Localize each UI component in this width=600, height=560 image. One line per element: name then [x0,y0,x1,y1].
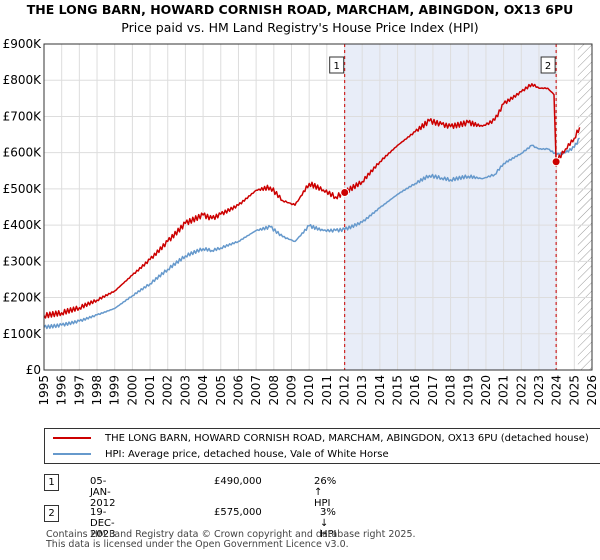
sale-price: £575,000 [214,507,262,518]
sale-hpi-diff: 26% ↑ HPI [314,476,337,509]
y-tick-label: £500K [3,182,43,196]
y-tick-label: £800K [3,73,43,87]
x-tick-label: 1999 [108,375,122,406]
x-tick-label: 2021 [497,375,511,406]
x-tick-label: 2023 [532,375,546,406]
x-tick-label: 1996 [55,375,69,406]
hpi-line [43,137,580,330]
sale-marker-label: 1 [334,61,340,72]
x-tick-label: 2009 [284,375,298,406]
legend-label-property: THE LONG BARN, HOWARD CORNISH ROAD, MARC… [105,432,589,444]
x-tick-label: 2008 [267,375,281,406]
sale-marker: 2 [44,505,59,522]
sale-point [551,157,561,167]
y-tick-label: £100K [3,327,43,341]
x-tick-label: 2026 [585,375,599,406]
legend-label-hpi: HPI: Average price, detached house, Vale… [105,448,389,460]
x-tick-label: 1997 [72,375,86,406]
x-tick-label: 2006 [231,375,245,406]
y-tick-label: £300K [3,254,43,268]
footer: Contains HM Land Registry data © Crown c… [46,530,416,550]
legend-entry-hpi: HPI: Average price, detached house, Vale… [53,446,389,462]
sale-marker-badge [540,56,556,74]
legend-entry-property: THE LONG BARN, HOWARD CORNISH ROAD, MARC… [53,430,589,446]
legend-swatch-hpi [53,453,91,455]
x-tick-label: 2007 [249,375,263,406]
x-tick-label: 2000 [125,375,139,406]
x-tick-label: 2018 [444,375,458,406]
sale-marker: 1 [44,474,59,491]
x-tick-label: 2025 [567,375,581,406]
x-tick-label: 2022 [514,375,528,406]
legend-swatch-property [53,437,91,439]
y-tick-label: £600K [3,146,43,160]
x-tick-label: 2015 [391,375,405,406]
sale-marker-badge [329,56,345,74]
x-tick-label: 2013 [355,375,369,406]
sale-date: 05-JAN-2012 [90,476,116,509]
x-tick-label: 2020 [479,375,493,406]
chart-subtitle: Price paid vs. HM Land Registry's House … [121,20,479,35]
x-tick-label: 1995 [37,375,51,406]
sale-hpi-diff: 3% ↓ HPI [320,507,337,540]
plot-frame [43,43,593,371]
x-tick-label: 2004 [196,375,210,406]
y-tick-label: £700K [3,109,43,123]
x-tick-label: 1998 [90,375,104,406]
footer-licence: This data is licensed under the Open Gov… [46,539,349,550]
sale-date: 19-DEC-2023 [90,507,116,540]
x-tick-label: 2014 [373,375,387,406]
chart-legend: THE LONG BARN, HOWARD CORNISH ROAD, MARC… [44,428,600,464]
sale-point [340,188,350,198]
property-price-line [43,83,581,319]
sale-marker-label: 2 [545,61,551,72]
y-tick-label: £400K [3,218,43,232]
x-tick-label: 2001 [143,375,157,406]
y-tick-label: £900K [3,37,43,51]
sale-price: £490,000 [214,476,262,487]
forecast-hatch [577,44,592,370]
x-tick-label: 2012 [338,375,352,406]
x-tick-label: 2005 [214,375,228,406]
x-tick-label: 2017 [426,375,440,406]
y-tick-label: £200K [3,291,43,305]
y-tick-label: £0 [26,363,41,377]
x-tick-label: 2011 [320,375,334,406]
x-tick-label: 2016 [408,375,422,406]
x-tick-label: 2010 [302,375,316,406]
price-chart: 1 2 1995 1996 1997 1998 1999 2000 2001 2002 2003 2… [3,37,599,406]
chart-title: THE LONG BARN, HOWARD CORNISH ROAD, MARC… [26,2,574,17]
x-tick-label: 2002 [161,375,175,406]
x-tick-label: 2019 [461,375,475,406]
x-tick-label: 2003 [178,375,192,406]
x-tick-label: 2024 [550,375,564,406]
footer-copyright: Contains HM Land Registry data © Crown c… [46,529,416,540]
